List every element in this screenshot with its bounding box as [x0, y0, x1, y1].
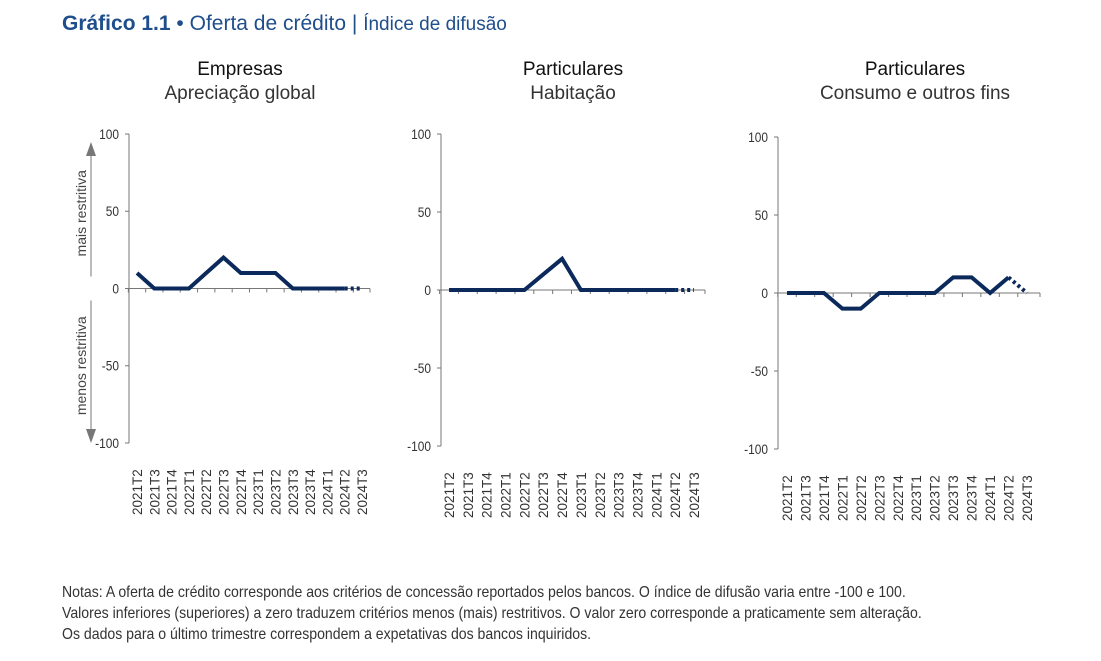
charts-canvas: Empresas Apreciação global 100 50 0 -50 -100 20… [73, 59, 1041, 521]
note-line-2: Valores inferiores (superiores) a zero t… [62, 605, 922, 622]
figure-subtitle: Índice de difusão [363, 14, 507, 35]
x-tick-label: 2021T3 [461, 472, 476, 518]
y-tick-label: 0 [112, 281, 119, 297]
x-tick-label: 2023T2 [593, 472, 608, 518]
x-tick-label: 2023T3 [612, 472, 627, 518]
x-tick-label: 2022T4 [234, 469, 249, 515]
x-tick-label: 2023T1 [909, 475, 924, 521]
y-tick-label: -50 [102, 358, 119, 374]
x-tick-label: 2022T3 [872, 475, 887, 521]
x-tick-label: 2023T1 [251, 469, 266, 515]
x-tick-label: 2023T2 [928, 475, 943, 521]
series-expectation-segment [1007, 275, 1029, 295]
arrow-down-icon [86, 429, 96, 443]
y-tick-label: 50 [755, 207, 768, 223]
x-tick-label: 2023T4 [965, 475, 980, 521]
y-tick-label: 100 [748, 129, 768, 145]
x-tick-label: 2022T3 [536, 472, 551, 518]
note-line-3: Os dados para o último trimestre corresp… [62, 626, 592, 643]
panel-title: Particulares [865, 59, 965, 80]
y-tick-label: 50 [418, 204, 431, 220]
x-tick-label: 2023T3 [946, 475, 961, 521]
chart-notes: Notas: A oferta de crédito corresponde a… [62, 582, 1062, 645]
y-tick-label: -100 [744, 441, 768, 457]
y-tick-label: 0 [424, 282, 431, 298]
x-tick-label: 2022T2 [199, 469, 214, 515]
y-tick-label: -100 [407, 438, 431, 454]
x-tick-label: 2023T3 [286, 469, 301, 515]
x-tick-label: 2021T3 [147, 469, 162, 515]
x-tick-label: 2024T3 [687, 472, 702, 518]
x-tick-label: 2022T2 [517, 472, 532, 518]
x-tick-label: 2022T3 [217, 469, 232, 515]
x-tick-label: 2023T4 [630, 472, 645, 518]
x-tick-label: 2022T2 [854, 475, 869, 521]
x-tick-label: 2023T4 [303, 469, 318, 515]
x-tick-label: 2022T1 [835, 475, 850, 521]
figure-main-title: Oferta de crédito [189, 12, 347, 35]
title-bullet: • [176, 12, 184, 35]
y-tick-label: 100 [411, 126, 431, 142]
x-tick-label: 2024T2 [1002, 475, 1017, 521]
y-tick-label: -50 [414, 360, 431, 376]
x-tick-label: 2024T3 [355, 469, 370, 515]
x-tick-label: 2021T2 [442, 472, 457, 518]
x-tick-label: 2024T2 [338, 469, 353, 515]
x-tick-label: 2024T3 [1020, 475, 1035, 521]
x-tick-label: 2021T3 [798, 475, 813, 521]
x-tick-label: 2024T1 [983, 475, 998, 521]
x-tick-label: 2023T1 [574, 472, 589, 518]
x-tick-label: 2024T1 [649, 472, 664, 518]
x-tick-label: 2022T1 [182, 469, 197, 515]
series-line [449, 255, 676, 292]
panel-title: Particulares [523, 59, 623, 80]
arrow-up-icon [86, 142, 96, 156]
axis-annotation-upper: mais restritiva [73, 170, 89, 257]
y-tick-label: 50 [106, 203, 119, 219]
panel-title: Empresas [197, 59, 283, 80]
y-tick-label: -50 [751, 363, 768, 379]
figure-title: Gráfico 1.1 • Oferta de crédito | Índice… [62, 12, 507, 36]
x-tick-label: 2022T4 [555, 472, 570, 518]
x-tick-label: 2024T2 [668, 472, 683, 518]
y-tick-label: 100 [99, 126, 119, 142]
y-tick-label: -100 [95, 435, 119, 451]
note-line-1: Notas: A oferta de crédito corresponde a… [62, 584, 906, 601]
title-separator: | [351, 12, 358, 35]
x-tick-label: 2022T4 [891, 475, 906, 521]
x-tick-label: 2024T1 [320, 469, 335, 515]
panel-subtitle: Consumo e outros fins [820, 83, 1010, 104]
figure-number: Gráfico 1.1 [62, 12, 171, 35]
x-tick-label: 2021T4 [817, 475, 832, 521]
x-tick-label: 2021T4 [165, 469, 180, 515]
x-tick-label: 2023T2 [268, 469, 283, 515]
panel-subtitle: Habitação [530, 83, 616, 104]
y-tick-label: 0 [761, 285, 768, 301]
panel-subtitle: Apreciação global [164, 83, 315, 104]
x-tick-label: 2021T4 [480, 472, 495, 518]
x-tick-label: 2021T2 [780, 475, 795, 521]
x-tick-label: 2021T2 [130, 469, 145, 515]
x-tick-label: 2022T1 [499, 472, 514, 518]
axis-annotation-lower: menos restritiva [73, 316, 89, 415]
